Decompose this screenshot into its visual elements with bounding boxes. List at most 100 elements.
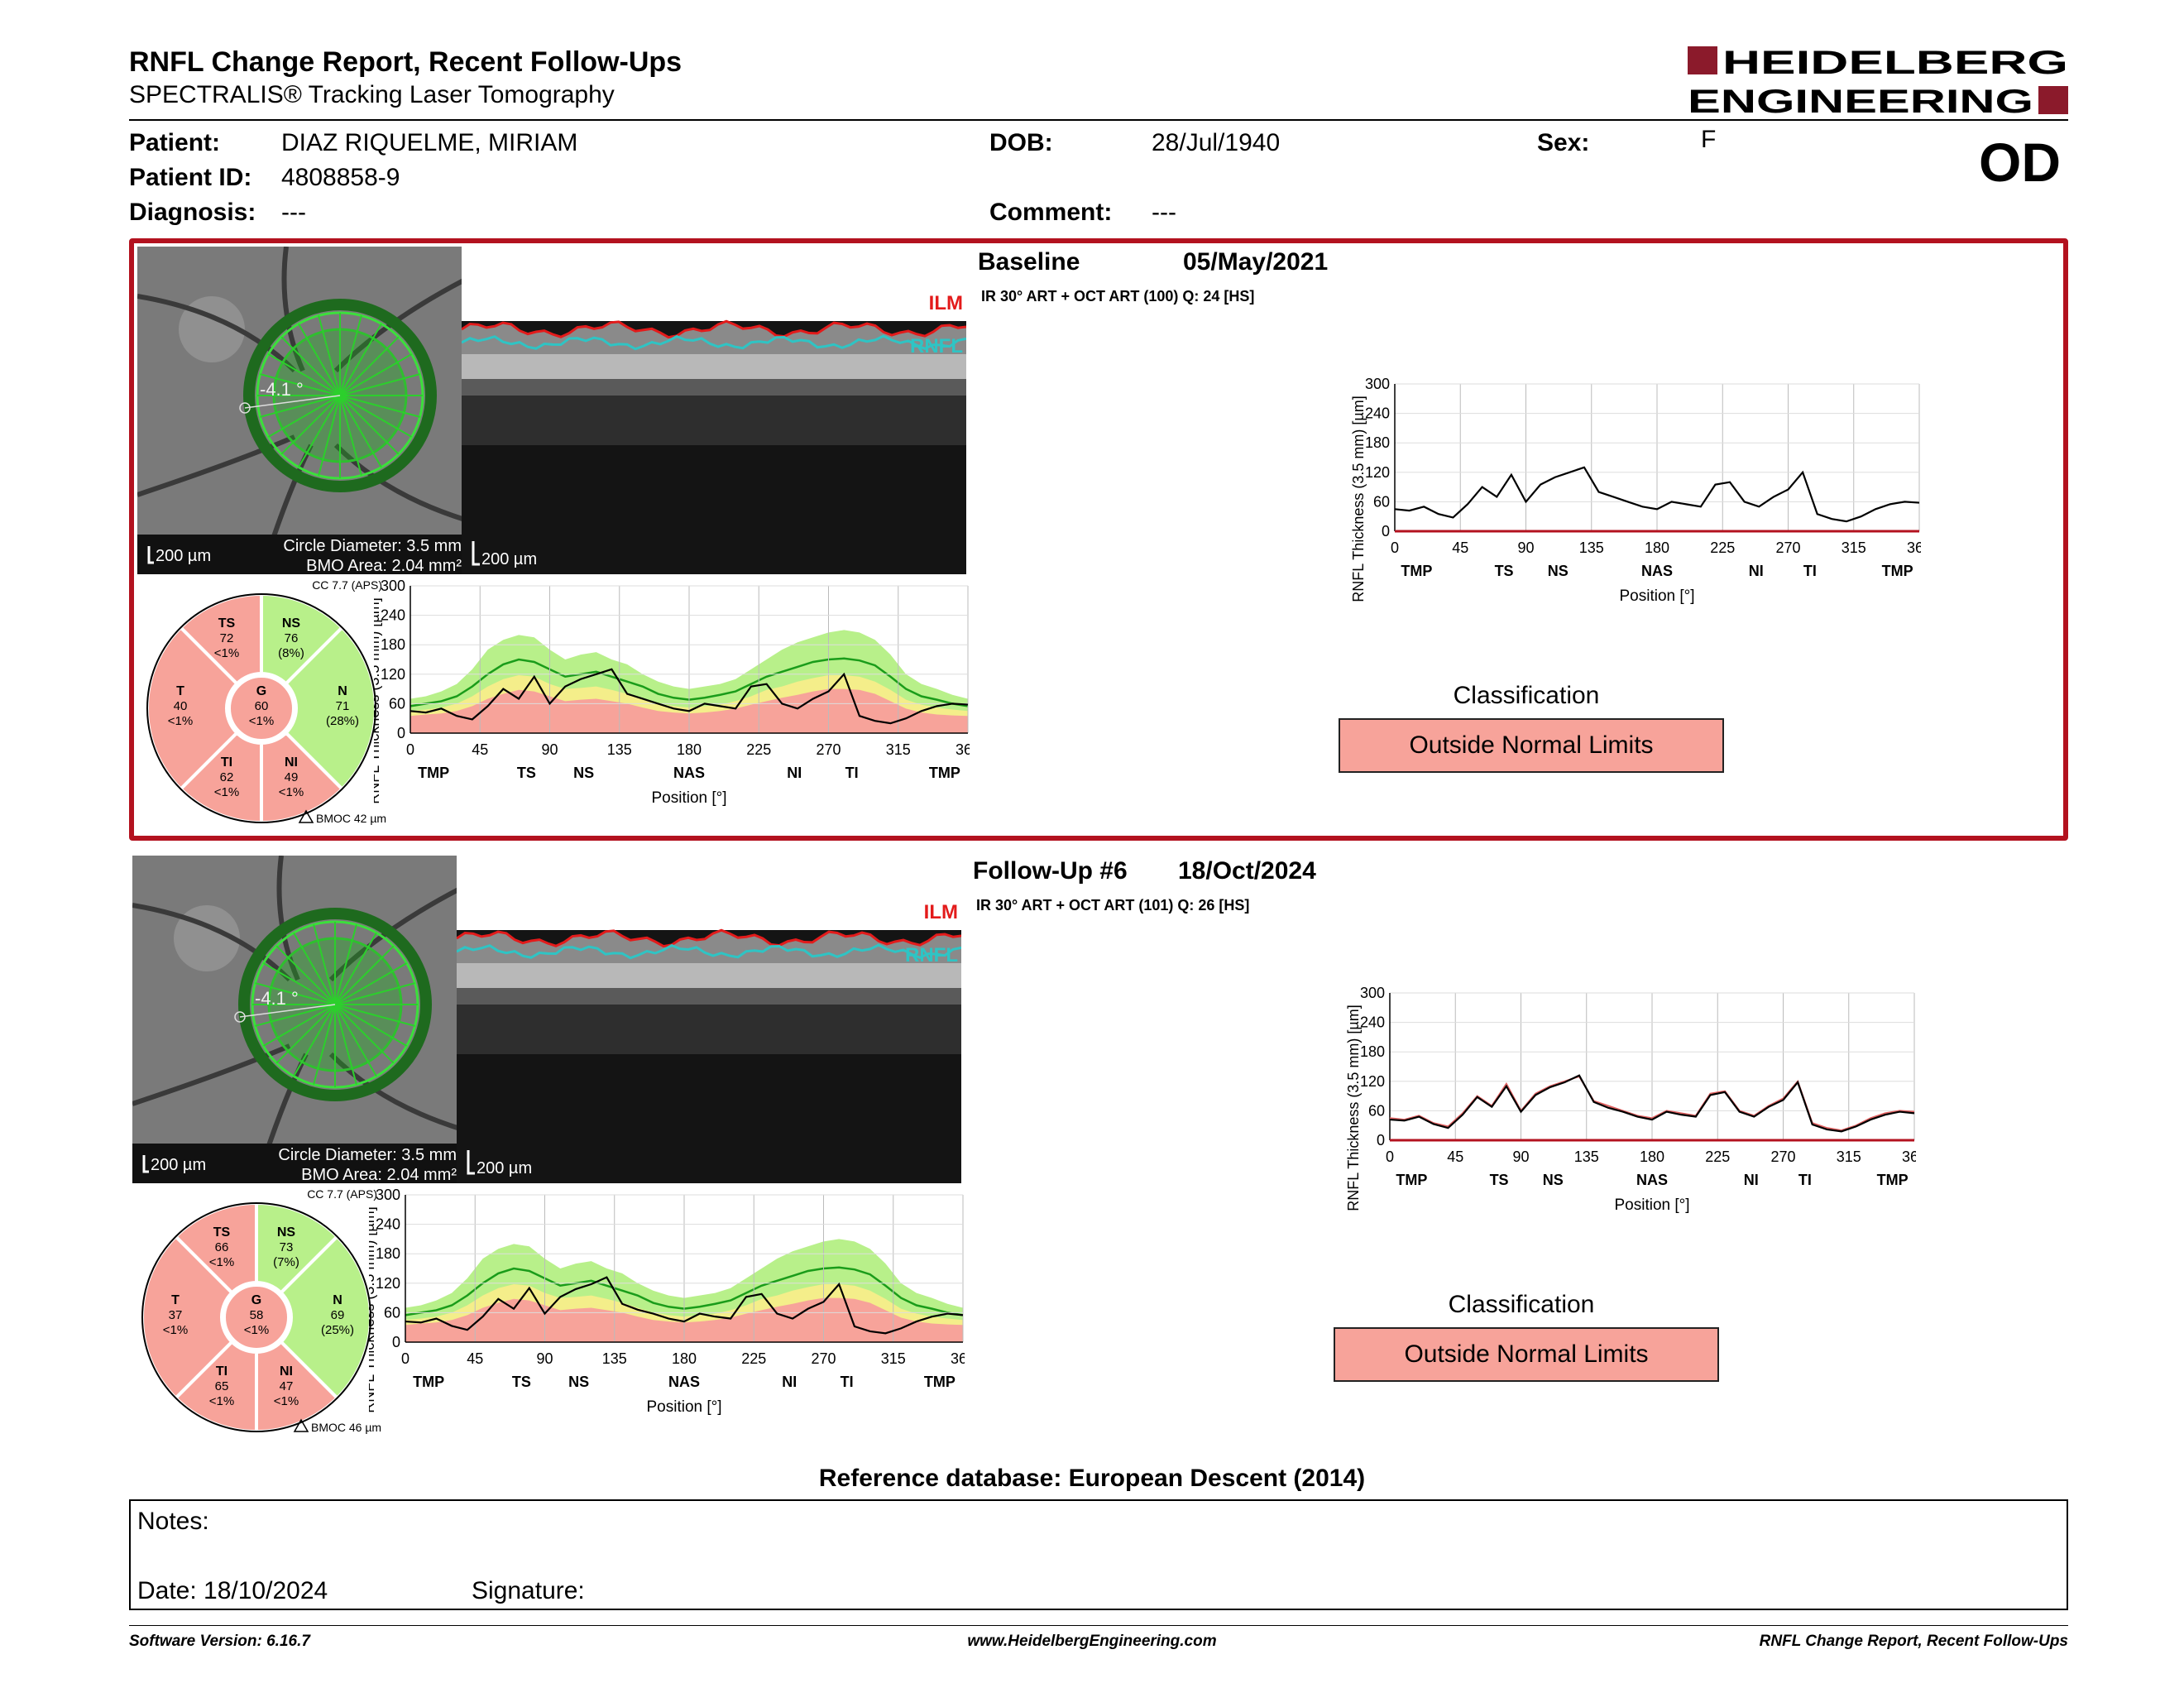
- logo-line1: HEIDELBERG: [1722, 45, 2068, 81]
- sex-label: Sex:: [1537, 129, 1590, 156]
- sector-pct: <1%: [163, 1323, 188, 1337]
- sector-axis-label: NAS: [668, 1374, 700, 1390]
- sector-name: T: [171, 1293, 180, 1307]
- sector-axis-label: NAS: [1636, 1172, 1668, 1188]
- y-tick-label: 60: [384, 1304, 400, 1321]
- sector-value: 62: [220, 770, 234, 784]
- x-tick-label: 0: [401, 1350, 410, 1367]
- delta-icon: [293, 1418, 309, 1432]
- x-tick-label: 360: [1907, 539, 1921, 556]
- x-tick-label: 90: [1517, 539, 1534, 556]
- scan-circle: [243, 299, 437, 492]
- y-tick-label: 120: [381, 666, 405, 683]
- x-tick-label: 0: [406, 741, 414, 758]
- sector-name: T: [176, 684, 184, 698]
- thickness-series-line: [1389, 1074, 1915, 1133]
- sector-axis-label: NS: [1543, 1172, 1564, 1188]
- scan-circle: [238, 908, 432, 1101]
- thickness-series-line: [410, 668, 969, 725]
- dob-label: DOB:: [989, 129, 1053, 156]
- sector-axis-label: TS: [1495, 563, 1514, 579]
- y-tick-label: 240: [1360, 1014, 1385, 1031]
- sector-axis-label: NAS: [1641, 563, 1673, 579]
- x-tick-label: 315: [886, 741, 911, 758]
- sector-value: 73: [280, 1240, 294, 1254]
- sector-axis-label: NI: [782, 1374, 797, 1390]
- fundus-angle: -4.1 °: [260, 379, 304, 400]
- fundus-scale-bar: [142, 1155, 149, 1173]
- ilm-label: ILM: [924, 901, 958, 923]
- x-tick-label: 225: [746, 741, 771, 758]
- footer-divider: [129, 1625, 2068, 1626]
- reference-database: Reference database: European Descent (20…: [818, 1465, 1366, 1492]
- sector-axis-label: TMP: [413, 1374, 444, 1390]
- sector-name: NS: [277, 1225, 296, 1240]
- notes-box[interactable]: Notes: Date: 18/10/2024 Signature:: [129, 1499, 2068, 1610]
- change-chart: 0 45 90 135 180 225 270 315 360 0 60 120 180 240 300 TM…: [1350, 376, 1921, 605]
- x-axis-title: Position [°]: [1619, 587, 1694, 605]
- fundus-image: -4.1 ° 200 µm Circle Diameter: 3.5 mm BMO A…: [137, 247, 465, 574]
- sector-name: G: [256, 684, 266, 698]
- y-tick-label: 60: [389, 695, 405, 712]
- sector-name: N: [338, 684, 347, 698]
- x-tick-label: 180: [1645, 539, 1669, 556]
- bmoc-label: BMOC 42 µm: [316, 812, 386, 825]
- exam-date: 05/May/2021: [1183, 248, 1329, 276]
- sector-value: 66: [215, 1240, 229, 1254]
- x-tick-label: 270: [816, 741, 841, 758]
- oct-bscan: ILM RNFL 200 µm: [457, 856, 961, 1183]
- normative-chart: 0 45 90 135 180 225 270 315 360 0 60 120 180 240 300 TM…: [369, 1187, 965, 1416]
- y-tick-label: 120: [1360, 1073, 1385, 1090]
- sector-axis-label: NS: [573, 765, 594, 781]
- sector-axis-label: TI: [1798, 1172, 1812, 1188]
- y-axis-title: RNFL Thickness (3.5 mm) [µm]: [369, 1206, 377, 1412]
- y-tick-label: 180: [376, 1245, 400, 1262]
- y-tick-label: 180: [1360, 1043, 1385, 1060]
- sector-axis-label: NI: [787, 765, 802, 781]
- y-tick-label: 240: [381, 607, 405, 624]
- x-tick-label: 45: [1452, 539, 1468, 556]
- x-tick-label: 270: [1775, 539, 1800, 556]
- patient-name: DIAZ RIQUELME, MIRIAM: [281, 129, 578, 156]
- y-axis-title: RNFL Thickness (3.5 mm) [µm]: [1345, 1005, 1362, 1211]
- signature-label: Signature:: [472, 1577, 585, 1604]
- ilm-line: [457, 928, 961, 948]
- sector-value: 72: [220, 631, 234, 645]
- ilm-label: ILM: [929, 292, 963, 314]
- exam-label: Follow-Up #6: [973, 857, 1128, 885]
- oct-scale-bar: [467, 1150, 475, 1175]
- oct-bscan: ILM RNFL 200 µm: [462, 247, 966, 574]
- sector-pct: (8%): [278, 646, 304, 660]
- sector-pct: <1%: [209, 1255, 234, 1269]
- fundus-overlay: -4.1 ° 200 µm Circle Diameter: 3.5 mm BMO A…: [137, 247, 465, 574]
- baseline-section: -4.1 ° 200 µm Circle Diameter: 3.5 mm BMO A…: [129, 238, 2068, 841]
- sector-pct: <1%: [274, 1394, 299, 1408]
- sector-axis-label: TS: [512, 1374, 531, 1390]
- x-axis-title: Position [°]: [651, 789, 726, 807]
- logo-square-bottom: [2038, 86, 2068, 114]
- notes-label: Notes:: [137, 1508, 209, 1535]
- sector-value: 37: [169, 1308, 183, 1322]
- x-tick-label: 315: [1837, 1149, 1861, 1165]
- y-tick-label: 180: [381, 636, 405, 653]
- circle-diameter: Circle Diameter: 3.5 mm: [278, 1146, 457, 1164]
- sector-pct: <1%: [279, 785, 304, 799]
- x-tick-label: 180: [1640, 1149, 1664, 1165]
- heidelberg-logo: HEIDELBERG ENGINEERING: [1688, 45, 2068, 117]
- footer-url[interactable]: www.HeidelbergEngineering.com: [967, 1633, 1217, 1650]
- sector-value: 47: [280, 1379, 294, 1393]
- fundus-overlay: -4.1 ° 200 µm Circle Diameter: 3.5 mm BMO A…: [132, 856, 460, 1183]
- rnfl-label: RNFL: [905, 944, 958, 966]
- sector-value: 60: [255, 699, 269, 713]
- x-tick-label: 270: [1770, 1149, 1795, 1165]
- scan-info: IR 30° ART + OCT ART (101) Q: 26 [HS]: [976, 897, 1250, 914]
- thickness-series-line: [1394, 466, 1920, 523]
- sector-axis-label: NS: [1548, 563, 1569, 579]
- x-tick-label: 270: [811, 1350, 836, 1367]
- sector-axis-label: TMP: [1882, 563, 1913, 579]
- sector-axis-label: NI: [1749, 563, 1764, 579]
- x-tick-label: 360: [1902, 1149, 1916, 1165]
- patient-id-label: Patient ID:: [129, 164, 252, 191]
- bmo-area: BMO Area: 2.04 mm²: [306, 557, 462, 574]
- y-tick-label: 300: [376, 1187, 400, 1203]
